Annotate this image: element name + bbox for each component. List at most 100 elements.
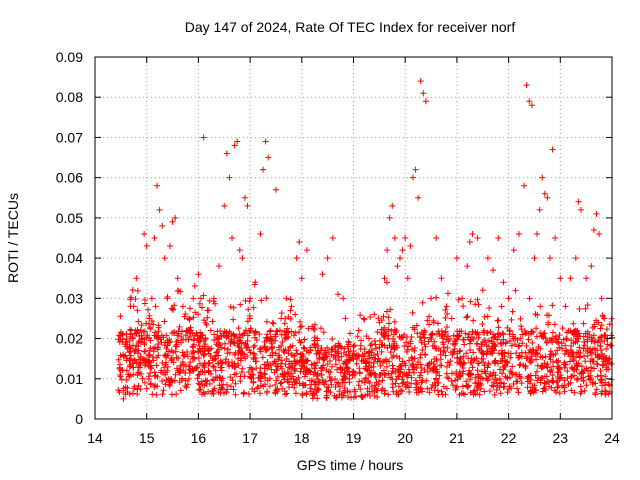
background-point bbox=[227, 374, 234, 381]
background-point bbox=[516, 352, 523, 359]
background-point bbox=[212, 300, 219, 307]
background-point bbox=[149, 354, 156, 361]
background-point bbox=[166, 382, 173, 389]
background-point bbox=[537, 303, 544, 310]
background-point bbox=[282, 361, 289, 368]
background-point bbox=[230, 316, 237, 323]
background-point bbox=[169, 378, 176, 385]
background-point bbox=[413, 322, 420, 329]
background-point bbox=[332, 384, 339, 391]
background-point bbox=[589, 346, 596, 353]
background-point bbox=[194, 333, 201, 340]
background-point bbox=[297, 351, 304, 358]
background-point bbox=[584, 352, 591, 359]
background-point bbox=[498, 303, 505, 310]
data-point bbox=[252, 279, 259, 286]
background-point bbox=[296, 337, 303, 344]
background-point bbox=[279, 338, 286, 345]
background-point bbox=[396, 373, 403, 380]
background-point bbox=[487, 371, 494, 378]
data-point bbox=[138, 335, 145, 342]
background-point bbox=[587, 372, 594, 379]
background-point bbox=[555, 339, 562, 346]
background-point bbox=[507, 354, 514, 361]
background-point bbox=[385, 391, 392, 398]
background-point bbox=[133, 330, 140, 337]
background-point bbox=[366, 359, 373, 366]
background-point bbox=[424, 362, 431, 369]
background-point bbox=[285, 350, 292, 357]
background-point bbox=[146, 358, 153, 365]
background-point bbox=[252, 328, 259, 335]
background-point bbox=[152, 303, 159, 310]
data-point bbox=[528, 102, 535, 109]
background-point bbox=[238, 339, 245, 346]
background-point bbox=[582, 305, 589, 312]
background-point bbox=[169, 356, 176, 363]
data-point bbox=[303, 247, 310, 254]
background-point bbox=[130, 342, 137, 349]
background-point bbox=[235, 325, 242, 332]
data-point bbox=[521, 182, 528, 189]
background-point bbox=[335, 380, 342, 387]
background-point bbox=[291, 358, 298, 365]
background-point bbox=[142, 362, 149, 369]
data-point bbox=[272, 186, 279, 193]
background-point bbox=[357, 386, 364, 393]
background-point bbox=[582, 347, 589, 354]
background-point bbox=[542, 353, 549, 360]
background-point bbox=[401, 360, 408, 367]
background-point bbox=[135, 318, 142, 325]
background-point bbox=[259, 354, 266, 361]
background-point bbox=[291, 384, 298, 391]
background-point bbox=[296, 329, 303, 336]
background-point bbox=[426, 313, 433, 320]
background-point bbox=[553, 388, 560, 395]
background-point bbox=[531, 382, 538, 389]
background-point bbox=[314, 347, 321, 354]
x-tick-label: 21 bbox=[449, 430, 465, 446]
background-point bbox=[472, 329, 479, 336]
background-point bbox=[378, 329, 385, 336]
background-point bbox=[497, 390, 504, 397]
background-point bbox=[561, 388, 568, 395]
background-point bbox=[547, 368, 554, 375]
background-point bbox=[432, 382, 439, 389]
background-point bbox=[429, 343, 436, 350]
background-point bbox=[241, 389, 248, 396]
background-point bbox=[573, 376, 580, 383]
background-point bbox=[145, 352, 152, 359]
background-point bbox=[497, 379, 504, 386]
background-point bbox=[210, 363, 217, 370]
background-point bbox=[170, 349, 177, 356]
background-point bbox=[442, 306, 449, 313]
background-point bbox=[562, 342, 569, 349]
background-point bbox=[526, 357, 533, 364]
background-point bbox=[450, 340, 457, 347]
background-point bbox=[190, 336, 197, 343]
data-point bbox=[515, 230, 522, 237]
background-point bbox=[554, 377, 561, 384]
background-point bbox=[327, 357, 334, 364]
data-point bbox=[443, 303, 450, 310]
background-point bbox=[201, 359, 208, 366]
background-point bbox=[154, 332, 161, 339]
data-point bbox=[466, 239, 473, 246]
background-point bbox=[123, 357, 130, 364]
background-point bbox=[598, 388, 605, 395]
background-point bbox=[372, 356, 379, 363]
background-point bbox=[129, 286, 136, 293]
data-point bbox=[267, 327, 274, 334]
background-point bbox=[272, 333, 279, 340]
background-point bbox=[299, 358, 306, 365]
background-point bbox=[492, 359, 499, 366]
background-point bbox=[132, 295, 139, 302]
data-point bbox=[546, 255, 553, 262]
background-point bbox=[142, 348, 149, 355]
background-point bbox=[300, 368, 307, 375]
background-point bbox=[282, 391, 289, 398]
background-point bbox=[523, 342, 530, 349]
data-point bbox=[128, 327, 135, 334]
background-point bbox=[150, 345, 157, 352]
background-point bbox=[417, 361, 424, 368]
